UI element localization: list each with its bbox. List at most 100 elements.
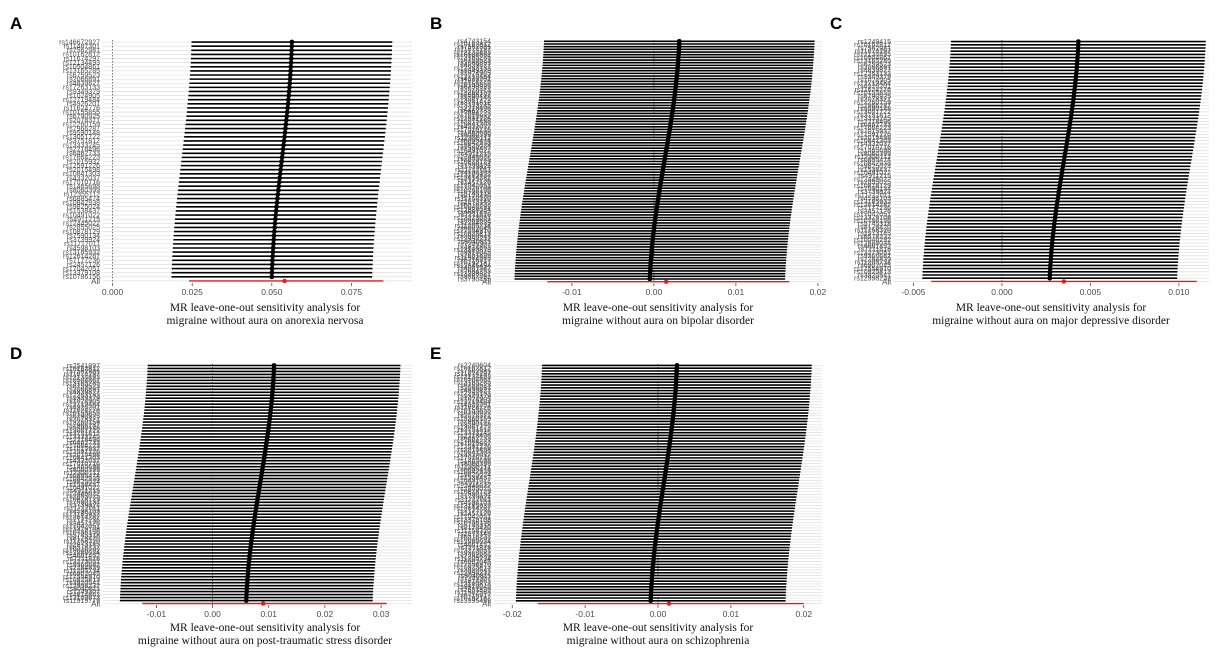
snp-label: rs3751812: [458, 427, 491, 434]
snp-label: rs12355112: [64, 192, 101, 199]
estimate-point: [289, 52, 294, 57]
snp-label: rs17042051: [854, 212, 891, 219]
snp-label: rs11758320: [855, 228, 892, 235]
snp-label: rs3751812: [67, 431, 100, 438]
snp-label: rs4332037: [858, 141, 891, 148]
estimate-point: [282, 130, 288, 136]
snp-label: rs2973145: [458, 199, 491, 206]
snp-label: rs10786156: [854, 218, 891, 225]
snp-label: rs11582563: [455, 255, 492, 262]
estimate-point: [270, 249, 276, 255]
x-tick-label: 0.000: [102, 287, 124, 297]
snp-label: rs17010716: [454, 455, 491, 462]
snp-label: rs6885474: [67, 196, 100, 203]
snp-label: rs12445022: [454, 153, 491, 160]
snp-label: rs8060399: [458, 132, 491, 139]
snp-label: rs6462733: [458, 436, 491, 443]
snp-label: rs17010716: [854, 144, 891, 151]
snp-label: rs8040811: [458, 573, 491, 580]
snp-label: rs2541897: [67, 363, 100, 370]
snp-label: rs2078371: [458, 413, 491, 420]
estimate-point: [287, 72, 293, 78]
estimate-point: [287, 76, 293, 82]
estimate-point: [271, 229, 277, 234]
overall-point: [664, 279, 669, 284]
snp-label: rs9918045: [458, 250, 491, 257]
snp-label: rs10504861: [63, 64, 100, 71]
snp-label: rs13273051: [63, 559, 100, 566]
estimate-point: [243, 598, 249, 603]
snp-label: rs12355112: [64, 470, 101, 477]
snp-label: rs4839827: [858, 68, 891, 75]
snp-label: rs3920541: [67, 580, 100, 587]
all-label: All: [882, 277, 891, 286]
snp-label: rs9366682: [458, 550, 491, 557]
snp-label: rs6759523: [858, 61, 891, 68]
snp-label: rs12260159: [454, 416, 491, 423]
snp-label: rs12355112: [455, 464, 492, 471]
estimate-point: [279, 154, 285, 160]
snp-label: rs2457126: [858, 208, 891, 215]
snp-label: rs11717011: [64, 241, 100, 248]
snp-label: rs6462733: [67, 440, 100, 447]
snp-label: rs6462733: [858, 122, 891, 129]
snp-label: rs17664223: [63, 443, 100, 450]
snp-label: rs13185932: [454, 172, 491, 179]
estimate-point: [271, 237, 277, 243]
snp-label: rs11205734: [455, 223, 492, 230]
snp-label: rs13273051: [454, 548, 491, 555]
snp-label: rs9825024: [67, 479, 100, 486]
snp-label: rs6716917: [458, 258, 491, 265]
snp-label: rs6790925: [458, 410, 491, 417]
panel-letter: D: [10, 344, 23, 363]
snp-label: rs1465698: [858, 148, 891, 155]
panel-d: D rs2541897 rs10162812 rs7562981 rs11674297…: [0, 330, 420, 649]
caption-line-2: migraine without aura on major depressiv…: [932, 315, 1170, 327]
snp-label: rs6902045: [67, 571, 100, 578]
snp-label: rs6759523: [458, 382, 491, 389]
snp-label: rs3751812: [858, 112, 891, 119]
snp-label: rs10925813: [854, 269, 891, 276]
panel-c: C rs1249415 rs10162812 rs7562981 rs11674297…: [826, 0, 1219, 330]
snp-label: rs12614287: [63, 515, 100, 522]
snp-label: rs10046292: [63, 547, 100, 554]
snp-label: rs7211818: [458, 212, 491, 219]
panel-letter: E: [430, 344, 442, 363]
snp-label: rs17664223: [63, 155, 100, 162]
snp-label: rs11758320: [455, 528, 492, 535]
snp-label: rs10925813: [63, 577, 100, 584]
snp-label: rs1024905: [67, 398, 100, 405]
snp-label: rs9349379: [67, 89, 100, 96]
snp-label: rs3751812: [458, 100, 491, 107]
snp-label: rs9825024: [458, 472, 491, 479]
snp-label: rs10841303: [63, 171, 100, 178]
snp-label: rs4661452: [458, 542, 491, 549]
x-tick-label: 0.02: [796, 609, 813, 619]
snp-label: rs13379108: [63, 526, 100, 533]
snp-label: rs9590148: [458, 95, 491, 102]
estimate-point: [648, 598, 654, 604]
snp-label: rs12998232: [854, 276, 891, 283]
snp-label: rs10504861: [454, 52, 491, 59]
estimate-point: [284, 113, 290, 119]
snp-label: rs12260159: [454, 89, 491, 96]
snp-label: rs2066891: [858, 64, 891, 71]
snp-label: rs2015498: [67, 167, 100, 174]
snp-label: rs7590134: [67, 233, 100, 240]
snp-label: rs5745318: [858, 221, 891, 228]
caption-line-2: migraine without aura on anorexia nervos…: [166, 315, 364, 327]
snp-label: rs146672927: [59, 39, 100, 46]
snp-label: rs1024905: [67, 93, 100, 100]
estimate-point: [280, 146, 286, 152]
snp-label: rs6578232: [458, 534, 491, 541]
snp-label: rs13109873: [63, 595, 100, 602]
snp-label: rs2240604: [458, 363, 491, 370]
snp-label: rs12591226: [454, 444, 491, 451]
estimate-point: [647, 276, 653, 282]
snp-label: rs4743154: [458, 39, 491, 46]
snp-label: rs3739924: [458, 494, 491, 501]
overall-point: [282, 278, 287, 284]
snp-label: rs6902045: [458, 226, 491, 233]
snp-label: rs6759523: [458, 57, 491, 64]
snp-label: rs2078371: [67, 118, 100, 125]
